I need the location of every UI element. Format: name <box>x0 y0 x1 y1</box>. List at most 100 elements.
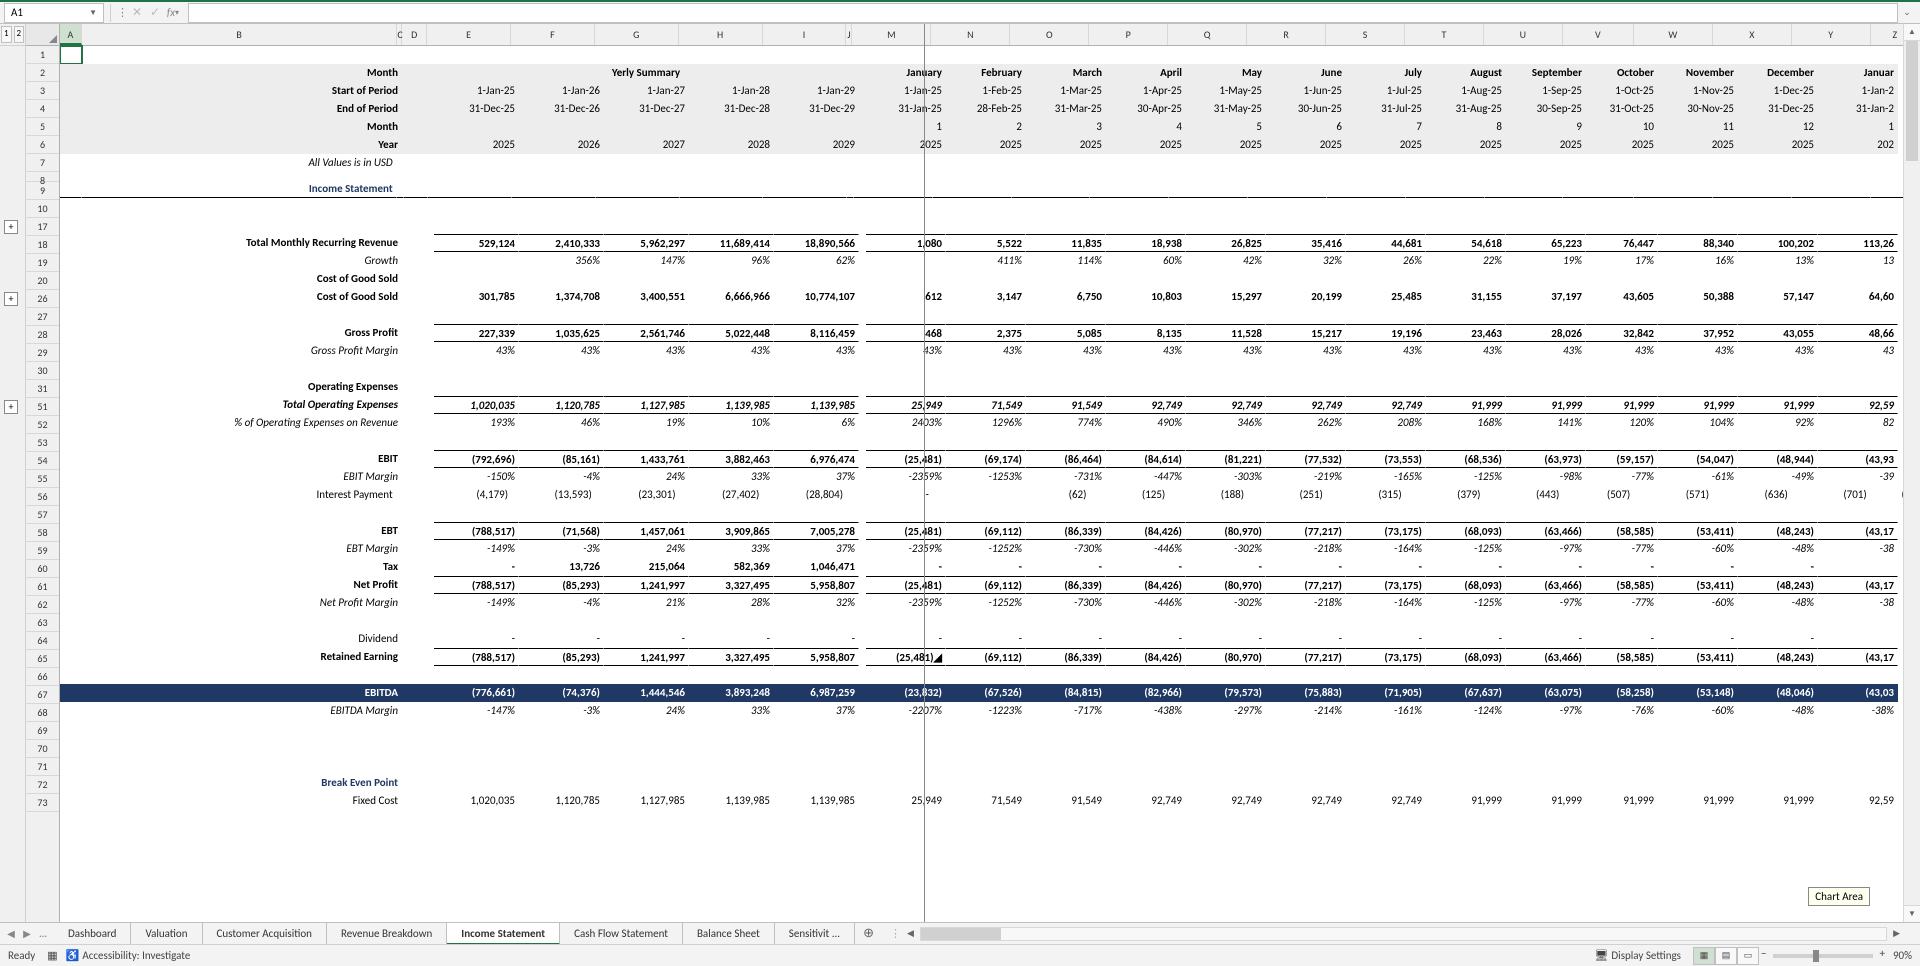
cell[interactable]: 91,999 <box>1426 792 1506 810</box>
cell[interactable] <box>60 630 82 648</box>
column-header-D[interactable]: D <box>402 24 427 45</box>
cell[interactable] <box>854 46 933 64</box>
cell[interactable]: 24% <box>604 468 689 486</box>
cell[interactable]: 1,139,985 <box>689 396 774 414</box>
cell[interactable] <box>404 666 429 684</box>
cell[interactable] <box>859 82 866 100</box>
cell[interactable]: November <box>1658 64 1738 82</box>
cell[interactable]: 582,369 <box>689 558 774 576</box>
cell[interactable]: - <box>1266 630 1346 648</box>
cell[interactable]: 1-Apr-25 <box>1106 82 1186 100</box>
cell[interactable]: 215,064 <box>604 558 689 576</box>
cell[interactable] <box>1266 378 1346 396</box>
cell[interactable] <box>847 738 854 756</box>
row-header-19[interactable]: 19 <box>26 254 59 272</box>
row-header-10[interactable]: 10 <box>26 200 59 218</box>
cell[interactable] <box>402 396 409 414</box>
cell[interactable] <box>82 198 397 216</box>
column-header-I[interactable]: I <box>763 24 847 45</box>
cell[interactable] <box>1012 666 1091 684</box>
cell[interactable] <box>60 468 82 486</box>
cell[interactable] <box>1169 432 1248 450</box>
cell[interactable] <box>82 666 397 684</box>
cell[interactable]: -165% <box>1346 468 1426 486</box>
row-header-56[interactable]: 56 <box>26 488 59 506</box>
cell[interactable] <box>854 756 933 774</box>
cell[interactable] <box>1634 198 1713 216</box>
cell[interactable]: (86,339) <box>1026 522 1106 540</box>
cell[interactable] <box>859 684 866 702</box>
row-header-68[interactable]: 68 <box>26 704 59 722</box>
cell[interactable]: (379) <box>1406 486 1485 504</box>
cell[interactable] <box>60 136 82 154</box>
cell[interactable] <box>866 252 946 270</box>
cell[interactable] <box>1818 270 1898 288</box>
cell[interactable] <box>1169 504 1248 522</box>
cell[interactable]: 11,835 <box>1026 234 1106 252</box>
cell[interactable]: 1,241,997 <box>604 648 689 666</box>
cell[interactable] <box>60 252 82 270</box>
cell[interactable] <box>859 342 866 360</box>
cell[interactable] <box>1406 198 1485 216</box>
cell[interactable] <box>680 306 764 324</box>
cell[interactable] <box>402 540 409 558</box>
cell[interactable] <box>1792 154 1871 172</box>
cell[interactable]: 92,749 <box>1266 792 1346 810</box>
cell[interactable] <box>1792 216 1871 234</box>
cell[interactable] <box>1327 504 1406 522</box>
cell[interactable]: Gross Profit Margin <box>82 342 402 360</box>
cell[interactable] <box>1792 504 1871 522</box>
cell[interactable] <box>1169 612 1248 630</box>
cell[interactable] <box>1327 756 1406 774</box>
cell[interactable]: 13 <box>1818 252 1898 270</box>
cell[interactable]: EBT Margin <box>82 540 402 558</box>
cell[interactable]: 71,549 <box>946 396 1026 414</box>
cell[interactable]: 2026 <box>519 136 604 154</box>
cell[interactable]: 92,749 <box>1186 792 1266 810</box>
cell[interactable] <box>859 522 866 540</box>
cell[interactable] <box>859 576 866 594</box>
cell[interactable]: 43% <box>604 342 689 360</box>
cell[interactable] <box>1586 378 1658 396</box>
cell[interactable]: (25,481) <box>866 576 946 594</box>
cell[interactable]: 774% <box>1026 414 1106 432</box>
cell[interactable] <box>60 504 82 522</box>
cell[interactable]: 91,999 <box>1658 396 1738 414</box>
cell[interactable]: (77,217) <box>1266 648 1346 666</box>
cell[interactable] <box>512 216 596 234</box>
cell[interactable] <box>859 136 866 154</box>
cell[interactable] <box>409 774 434 792</box>
cell[interactable] <box>409 576 434 594</box>
cell[interactable]: (84,426) <box>1106 522 1186 540</box>
cell[interactable] <box>409 82 434 100</box>
cell[interactable] <box>402 64 409 82</box>
row-header-8[interactable]: 8 <box>26 172 59 182</box>
cell[interactable]: -218% <box>1266 540 1346 558</box>
cell[interactable] <box>409 702 434 720</box>
column-header-M[interactable]: M <box>852 24 931 45</box>
cell[interactable] <box>402 270 409 288</box>
cell[interactable] <box>1169 720 1248 738</box>
cell[interactable] <box>519 378 604 396</box>
cell[interactable] <box>402 594 409 612</box>
scroll-down-icon[interactable]: ▼ <box>1904 905 1920 922</box>
cell[interactable]: - <box>689 630 774 648</box>
cell[interactable]: (69,112) <box>946 648 1026 666</box>
cell[interactable]: - <box>1026 630 1106 648</box>
row-header-57[interactable]: 57 <box>26 506 59 524</box>
cell[interactable] <box>1713 306 1792 324</box>
cell[interactable]: 262% <box>1266 414 1346 432</box>
cell[interactable]: 1-Jan-2 <box>1818 82 1898 100</box>
cell[interactable]: (788,517) <box>434 576 519 594</box>
cell[interactable] <box>1634 154 1713 172</box>
cell[interactable] <box>82 720 397 738</box>
cell[interactable] <box>404 504 429 522</box>
cell[interactable] <box>1327 432 1406 450</box>
cell[interactable] <box>1563 666 1634 684</box>
cell[interactable]: 10% <box>689 414 774 432</box>
cell[interactable]: 31,155 <box>1426 288 1506 306</box>
cell[interactable] <box>1563 720 1634 738</box>
cell[interactable]: (43,17 <box>1818 522 1898 540</box>
cell[interactable]: -39 <box>1818 468 1898 486</box>
cell[interactable] <box>1026 774 1106 792</box>
